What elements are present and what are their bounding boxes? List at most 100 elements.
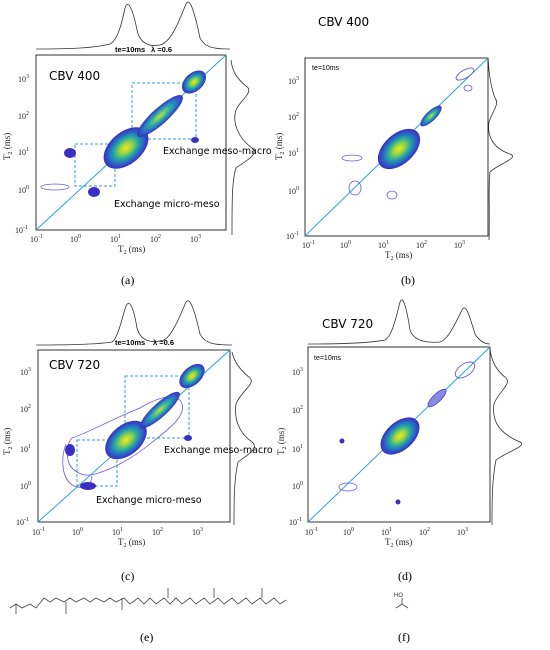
panel-b-ytick-0: 10-1 [286, 231, 299, 241]
panel-a-ytick-3: 102 [18, 111, 29, 121]
panel-d-macro-contour [454, 361, 476, 379]
panel-c-macro-peak [179, 363, 205, 389]
panel-b-xtick-0: 10-1 [302, 240, 315, 250]
panel-a-title: CBV 400 [49, 69, 100, 83]
panel-f-caption: (f) [398, 630, 410, 644]
panel-c-xtick-0: 10-1 [32, 527, 45, 537]
panel-c-x-ticks: 10-1 100 101 102 103 [32, 527, 203, 537]
panel-a-offdiag-peak-4 [40, 183, 70, 191]
panel-a-caption: (a) [121, 273, 134, 287]
panel-a-plot-frame [35, 54, 227, 231]
panel-b-xtick-1: 100 [340, 240, 351, 250]
panel-d-te-label: te=10ms [314, 355, 342, 362]
panel-d-offdiag-dot-2 [395, 499, 401, 505]
panel-b-plot-frame [304, 57, 489, 237]
panel-c-ylabel: T2 (ms) [2, 428, 14, 455]
panel-c-xtick-3: 102 [152, 527, 163, 537]
panel-b-y-ticks: 10-1 100 101 102 103 [286, 76, 299, 241]
panel-b-offdiag-contour-1 [341, 154, 363, 162]
panel-a-annotation-meso-macro: Exchange meso-macro [163, 146, 272, 157]
panel-d-xtick-2: 101 [381, 527, 392, 537]
panel-b-ytick-4: 103 [288, 76, 299, 86]
panel-b-xtick-2: 101 [378, 240, 389, 250]
panel-a-x-ticks: 10-1 100 101 102 103 [30, 234, 201, 244]
panel-d-ylabel: T2 (ms) [276, 428, 288, 455]
panel-a-ytick-2: 101 [18, 147, 29, 157]
panel-b-ylabel: T2 (ms) [274, 133, 286, 160]
panel-c-ytick-1: 100 [20, 481, 31, 491]
panel-b-xtick-4: 103 [454, 240, 465, 250]
panel-f-skeleton [395, 603, 409, 609]
panel-d-x-ticks: 10-1 100 101 102 103 [305, 527, 468, 537]
panel-c-exchange-box-micro-meso [76, 439, 118, 487]
panel-d-top-projection [307, 299, 491, 345]
panel-a-main-peak [103, 127, 149, 169]
panel-c-ytick-3: 102 [20, 404, 31, 414]
panel-d-ytick-2: 101 [292, 444, 303, 454]
panel-c-title: CBV 720 [49, 358, 100, 372]
panel-c-lambda-label: λ =0.6 [153, 338, 174, 347]
panel-d-ytick-4: 103 [292, 367, 303, 377]
panel-c-offdiag-peak-1 [65, 444, 75, 456]
panel-a-xtick-3: 102 [150, 234, 161, 244]
panel-a-lambda-label: λ =0.6 [151, 45, 172, 54]
panel-c-top-projection [35, 300, 233, 346]
panel-c-ytick-2: 101 [20, 444, 31, 454]
panel-a-ytick-1: 100 [18, 185, 29, 195]
panel-b: CBV 400 te=10ms 10-1 100 101 102 103 10-… [274, 15, 513, 287]
panel-a-top-projection [35, 1, 231, 50]
panel-d-mid-contour [427, 388, 447, 408]
panel-a-ylabel: T2 (ms) [2, 133, 14, 160]
panel-d-main-peak [380, 417, 420, 455]
panel-c-xlabel: T2 (ms) [118, 537, 145, 549]
panel-d-title: CBV 720 [322, 317, 373, 331]
panel-a-xlabel: T2 (ms) [118, 244, 145, 256]
panel-d-caption: (d) [398, 569, 412, 583]
panel-c-offdiag-peak-3 [80, 482, 96, 490]
panel-b-offdiag-contour-4 [463, 84, 473, 92]
panel-d-xlabel: T2 (ms) [385, 537, 412, 549]
panel-a-offdiag-peak-1 [64, 148, 76, 158]
panel-a-xtick-0: 10-1 [30, 234, 43, 244]
panel-d-ytick-1: 100 [292, 481, 303, 491]
panel-c: CBV 720 te=10ms λ =0.6 Exchange meso-mac… [2, 300, 273, 583]
panel-a: CBV 400 te=10ms λ =0.6 Exchange meso-mac… [2, 1, 272, 287]
panel-d-xtick-4: 103 [457, 527, 468, 537]
panel-c-xtick-2: 101 [112, 527, 123, 537]
panel-b-x-ticks: 10-1 100 101 102 103 [302, 240, 465, 250]
panel-a-offdiag-peak-2 [191, 137, 199, 143]
panel-b-ytick-1: 100 [288, 186, 299, 196]
panel-a-ytick-4: 103 [18, 74, 29, 84]
panel-f-molecule [395, 598, 409, 609]
panel-c-te-label: te=10ms [115, 338, 145, 347]
panel-a-macro-peak [181, 70, 207, 94]
panel-b-xlabel: T2 (ms) [385, 250, 412, 262]
panel-a-xtick-1: 100 [70, 234, 81, 244]
panel-a-offdiag-peak-3 [88, 187, 100, 197]
panel-d-xtick-1: 100 [343, 527, 354, 537]
panel-e-backbone [9, 597, 287, 609]
panel-b-right-projection [487, 57, 513, 241]
panel-b-ytick-3: 102 [288, 112, 299, 122]
panel-d: CBV 720 te=10ms 10-1 100 101 102 103 10-… [276, 299, 523, 583]
panel-a-ytick-0: 10-1 [15, 225, 28, 235]
panel-b-offdiag-contour-3 [386, 190, 398, 200]
panel-c-ytick-4: 103 [20, 367, 31, 377]
panel-c-annotation-meso-macro: Exchange meso-macro [164, 445, 273, 456]
panel-c-mid-ridge [140, 391, 180, 429]
panel-d-offdiag-dot-1 [339, 438, 345, 444]
panel-d-plot-frame [307, 346, 491, 523]
panel-b-caption: (b) [401, 273, 415, 287]
panel-c-right-projection [231, 351, 255, 526]
panel-a-annotation-micro-meso: Exchange micro-meso [114, 199, 220, 210]
panel-d-y-ticks: 10-1 100 101 102 103 [289, 367, 303, 527]
panel-c-xtick-4: 103 [192, 527, 203, 537]
panel-d-ytick-3: 102 [292, 405, 303, 415]
panel-c-xtick-1: 100 [72, 527, 83, 537]
panel-b-offdiag-contour-2 [348, 180, 362, 196]
panel-d-offdiag-contour-1 [338, 482, 358, 492]
panel-c-main-peak [105, 420, 147, 460]
panel-c-caption: (c) [121, 569, 134, 583]
panel-f-ho-label: HO [394, 593, 403, 599]
